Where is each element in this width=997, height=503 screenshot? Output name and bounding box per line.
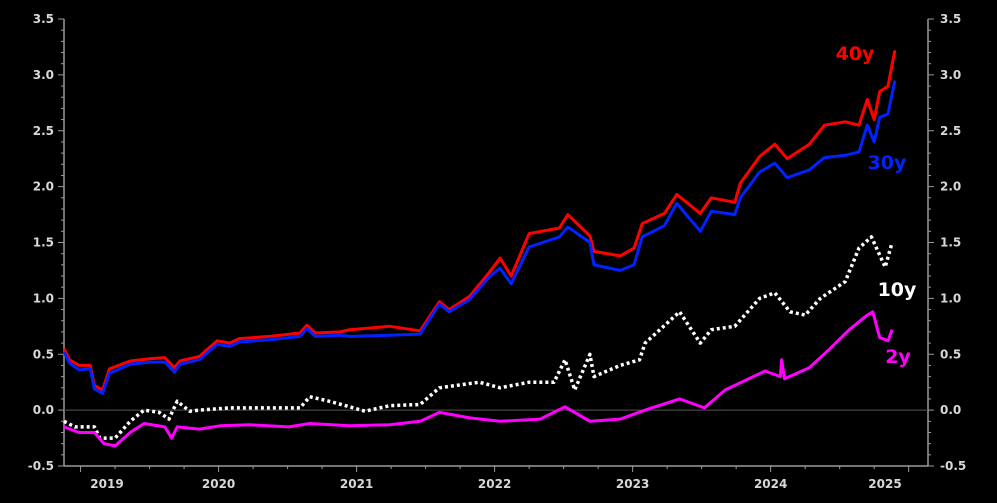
y-tick-label-left: -0.5: [28, 459, 54, 473]
y-tick-label-left: 2.5: [33, 124, 54, 138]
series-label-2y: 2y: [885, 346, 911, 368]
y-tick-label-right: -0.5: [940, 459, 966, 473]
y-tick-label-left: 0.5: [33, 347, 54, 361]
y-tick-label-left: 1.0: [33, 291, 54, 305]
y-tick-label-right: 1.0: [940, 291, 961, 305]
y-tick-label-left: 2.0: [33, 180, 54, 194]
y-tick-label-left: 1.5: [33, 236, 54, 250]
x-tick-label: 2023: [616, 477, 649, 491]
y-tick-label-right: 3.5: [940, 12, 961, 26]
y-tick-label-left: 3.0: [33, 68, 54, 82]
x-axis: 2019 2020 2021 2022 2023 2024 2025: [64, 465, 928, 491]
y-tick-label-right: 2.0: [940, 180, 961, 194]
series-label-40y: 40y: [836, 43, 875, 65]
y-tick-label-right: 1.5: [940, 236, 961, 250]
series-labels: 40y 30y 10y 2y: [836, 43, 917, 368]
y-tick-label-left: 0.0: [33, 403, 54, 417]
x-tick-label: 2020: [202, 477, 235, 491]
x-tick-label: 2024: [754, 477, 787, 491]
series-line-40y: [62, 50, 897, 392]
series-line-30y: [62, 80, 897, 395]
y-tick-label-right: 3.0: [940, 68, 961, 82]
y-tick-label-left: 3.5: [33, 12, 54, 26]
x-tick-label: 2021: [340, 477, 373, 491]
x-tick-label: 2025: [868, 477, 901, 491]
series-line-2y: [63, 310, 894, 448]
series-label-10y: 10y: [878, 279, 917, 301]
y-tick-label-right: 2.5: [940, 124, 961, 138]
y-tick-label-right: 0.0: [940, 403, 961, 417]
y-tick-label-right: 0.5: [940, 347, 961, 361]
series-line-10y: [63, 235, 894, 440]
left-y-axis: 3.5 3.0 2.5 2.0 1.5 1.0 0.5 0.0 -0.5: [28, 12, 65, 473]
x-tick-label: 2019: [90, 477, 123, 491]
x-tick-label: 2022: [478, 477, 511, 491]
plot-area: [62, 50, 928, 448]
right-y-axis: 3.5 3.0 2.5 2.0 1.5 1.0 0.5 0.0 -0.5: [927, 12, 966, 473]
series-label-30y: 30y: [868, 152, 907, 174]
